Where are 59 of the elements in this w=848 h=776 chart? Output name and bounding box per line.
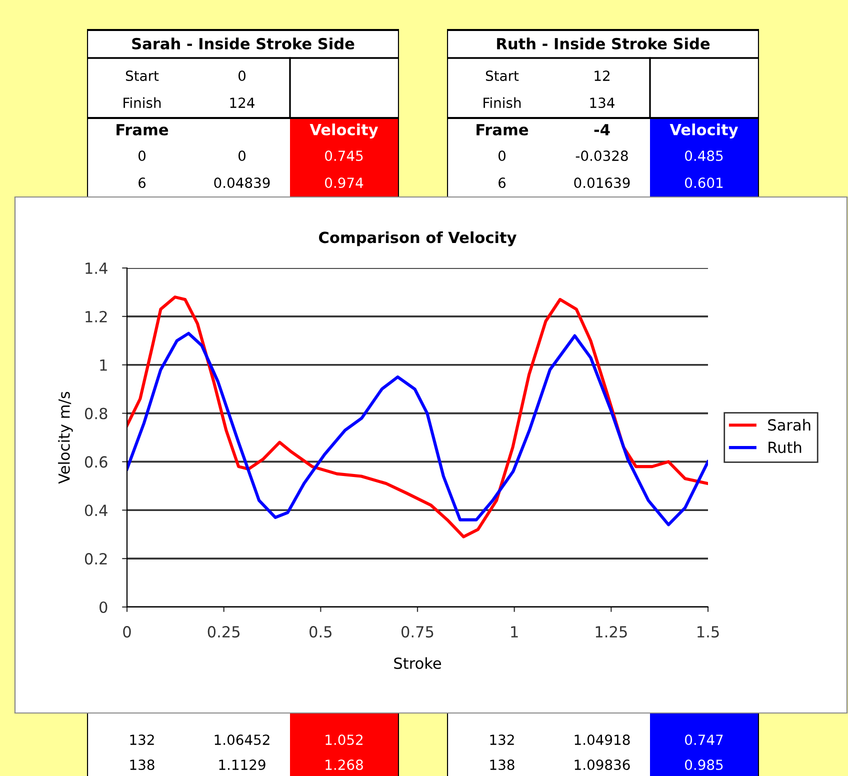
text: Finish	[484, 97, 521, 108]
text: -4	[594, 124, 610, 136]
text: 0	[238, 70, 246, 82]
text: Start	[486, 70, 519, 82]
y-tick-label: 0.2	[84, 553, 107, 565]
text: 1.1129	[219, 760, 266, 770]
text: 0	[238, 150, 246, 162]
y-tick-label: 1.2	[86, 310, 107, 322]
text: 134	[590, 98, 614, 108]
text: 0.01639	[574, 178, 630, 188]
y-tick-label: 1.4	[86, 262, 108, 274]
text: 0.745	[325, 150, 363, 162]
y-tick-label: 0.6	[84, 456, 108, 468]
text: 0.04839	[214, 178, 270, 188]
y-tick-label: 0.8	[84, 408, 108, 420]
text: 0.747	[685, 734, 723, 746]
text: 0	[138, 150, 146, 162]
y-tick-label: 1	[100, 360, 107, 371]
text: 132	[490, 734, 514, 746]
x-axis-title: Stroke	[394, 657, 442, 670]
text: 1.04918	[574, 734, 630, 746]
text: 1.09836	[574, 760, 630, 770]
text: 138	[490, 760, 514, 770]
x-tick-label: 0.25	[208, 626, 240, 638]
y-axis-title: Velocity m/s	[58, 392, 73, 484]
text: Velocity	[670, 124, 738, 138]
chart-title: Comparison of Velocity	[319, 231, 516, 246]
x-tick-label: 1.25	[596, 626, 627, 638]
x-tick-label: 0.75	[402, 626, 434, 638]
text: 0.601	[685, 178, 723, 188]
legend-label: Sarah	[768, 418, 810, 431]
text: 1.268	[326, 760, 363, 770]
text: 0.485	[685, 150, 723, 162]
x-tick-label: 1	[511, 626, 518, 638]
text: Velocity	[310, 124, 378, 138]
text: Sarah - Inside Stroke Side	[132, 38, 354, 50]
text: 0.974	[325, 178, 364, 188]
x-tick-label: 1.5	[698, 626, 719, 638]
text: 132	[130, 734, 154, 746]
text: 6	[498, 178, 506, 188]
text: 1.06452	[214, 734, 270, 746]
text: 0.985	[685, 760, 723, 770]
text: 124	[230, 98, 254, 108]
y-tick-label: 0.4	[84, 504, 108, 516]
text: 0	[498, 150, 506, 162]
text: Frame	[116, 124, 168, 136]
text: 12	[594, 70, 610, 81]
x-tick-label: 0.5	[310, 626, 332, 638]
text: -0.0328	[576, 150, 628, 162]
text: Start	[126, 70, 159, 82]
text: 138	[130, 760, 154, 770]
text: 1.052	[326, 734, 362, 746]
legend-label: Ruth	[768, 441, 802, 454]
x-tick-label: 0	[123, 626, 131, 638]
text: Finish	[124, 97, 161, 108]
y-tick-label: 0	[100, 601, 108, 614]
text: 6	[138, 178, 146, 188]
text: Ruth - Inside Stroke Side	[497, 38, 710, 50]
text: Frame	[476, 124, 528, 136]
